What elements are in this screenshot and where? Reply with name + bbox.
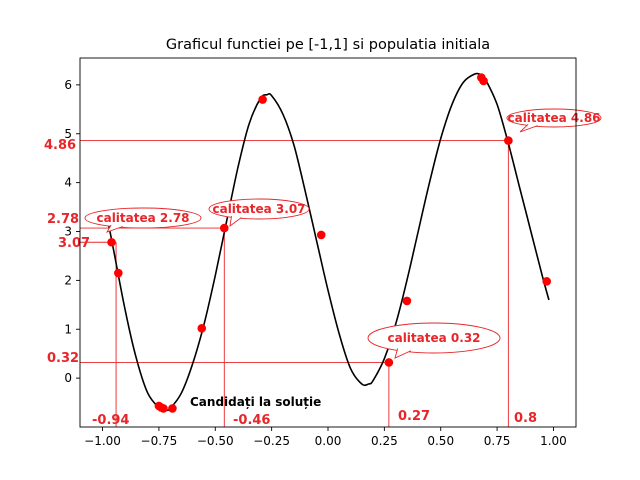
callouts: calitatea 2.78 2.78 -0.94 calitatea 3.07 3.0… [44, 108, 602, 428]
y-value-label-2: 0.32 [47, 351, 79, 366]
x-tick-label: −0.75 [141, 434, 178, 448]
population-point [384, 358, 394, 367]
callout-label-1: calitatea 3.07 [212, 202, 305, 216]
y-value-label-1: 3.07 [58, 236, 90, 251]
callout-bubble-1 [208, 198, 310, 220]
callout-bubble-3 [506, 108, 602, 128]
x-tick-label: 0.00 [315, 434, 342, 448]
y-tick-label: 4 [64, 176, 72, 190]
x-tick-label: 0.50 [427, 434, 454, 448]
population-point [168, 404, 177, 413]
curve-layer [106, 72, 550, 412]
annotation-candidates: Candidați la soluție [190, 395, 321, 409]
x-value-label-0: -0.94 [92, 413, 129, 428]
callout-label-0: calitatea 2.78 [96, 211, 189, 225]
callout-tail-2 [394, 348, 412, 359]
callout-tail-3 [519, 123, 538, 133]
population-points [107, 73, 551, 413]
x-value-label-1: -0.46 [233, 413, 270, 428]
y-tick-label: 1 [64, 322, 72, 336]
y-tick-label: 0 [64, 371, 72, 385]
y-value-label-0: 2.78 [47, 212, 79, 227]
guide-lines [80, 140, 509, 427]
x-value-label-2: 0.27 [398, 409, 430, 424]
x-tick-label: −0.25 [253, 434, 290, 448]
y-value-label-3: 4.86 [44, 138, 76, 153]
callout-tail-1 [229, 215, 242, 228]
y-tick-label: 3 [64, 225, 72, 239]
callout-tail-0 [105, 224, 123, 233]
population-point [402, 296, 412, 306]
x-tick-label: 0.25 [371, 434, 398, 448]
population-point [197, 323, 207, 333]
population-point [219, 223, 229, 233]
y-tick-label: 2 [64, 273, 72, 287]
y-tick-label: 5 [64, 127, 72, 141]
callout-bubble-0 [84, 207, 202, 229]
x-value-label-3: 0.8 [514, 411, 537, 426]
y-tick-label: 6 [64, 78, 72, 92]
population-point [114, 268, 123, 278]
function-curve [106, 72, 550, 412]
callout-label-2: calitatea 0.32 [387, 331, 480, 345]
population-point [107, 237, 116, 247]
population-point [258, 95, 267, 104]
population-point [504, 136, 513, 145]
x-tick-label: 1.00 [540, 434, 567, 448]
chart-title: Graficul functiei pe [-1,1] si populatia… [166, 37, 490, 53]
plot-frame [79, 57, 577, 428]
population-point [159, 404, 168, 413]
population-point [479, 76, 488, 86]
x-tick-label: −0.50 [197, 434, 234, 448]
population-point [542, 277, 551, 286]
axes: −1.00 −0.75 −0.50 −0.25 0.00 0.25 0.50 0.75 1.00… [64, 57, 577, 448]
population-point [316, 230, 326, 240]
callout-bubble-2 [367, 322, 501, 354]
callout-label-3: calitatea 4.86 [507, 111, 600, 125]
x-tick-label: −1.00 [84, 434, 121, 448]
x-tick-label: 0.75 [484, 434, 511, 448]
